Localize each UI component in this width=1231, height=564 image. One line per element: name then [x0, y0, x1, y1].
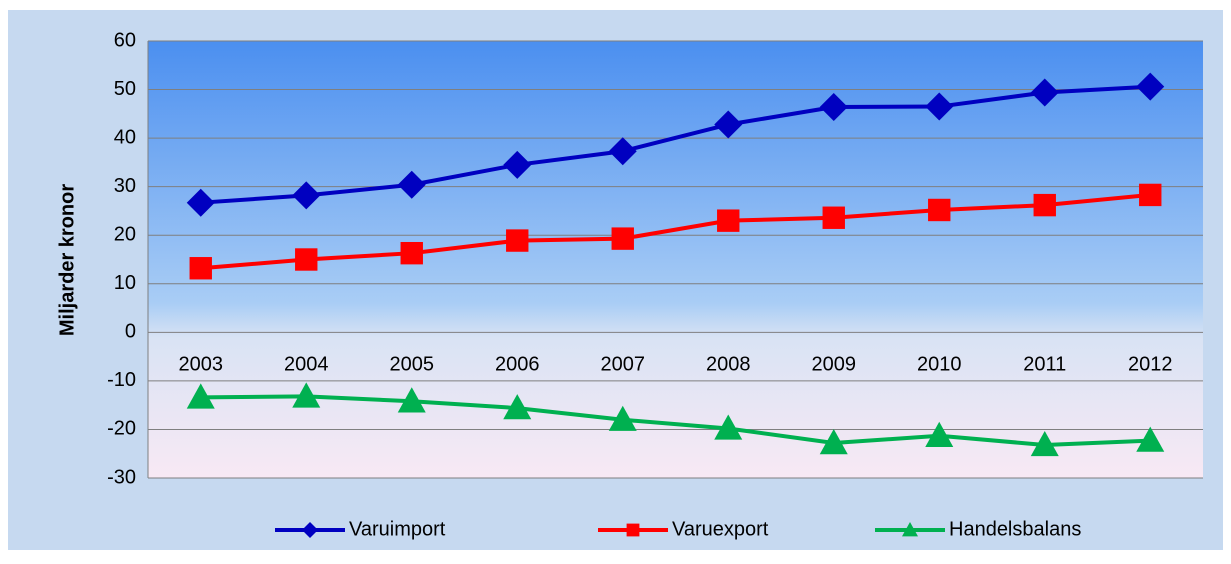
series-line: [200, 192, 1151, 271]
marker: [714, 110, 743, 139]
marker: [1033, 193, 1056, 217]
x-tick-label: 2003: [179, 354, 224, 376]
marker: [295, 248, 318, 271]
x-tick-label: 2007: [601, 354, 646, 376]
marker: [608, 405, 637, 431]
y-axis-label: Miljarder kronor: [56, 184, 78, 336]
marker: [925, 92, 954, 121]
y-tick-label: -30: [107, 466, 136, 488]
y-tick-label: -20: [107, 418, 136, 440]
marker: [925, 421, 954, 447]
x-tick-label: 2010: [917, 354, 962, 376]
marker: [503, 150, 532, 179]
marker: [186, 383, 215, 409]
legend-label: Varuexport: [672, 518, 769, 540]
legend-marker: [626, 523, 640, 537]
marker: [506, 229, 529, 252]
marker: [819, 93, 848, 122]
legend-marker: [302, 522, 318, 538]
marker: [186, 188, 215, 217]
x-tick-label: 2006: [495, 354, 540, 376]
y-tick-label: 50: [114, 78, 136, 100]
x-tick-label: 2008: [706, 354, 751, 376]
x-tick-label: 2004: [284, 354, 329, 376]
x-tick-label: 2009: [812, 354, 857, 376]
x-tick-label: 2012: [1128, 354, 1173, 376]
y-tick-label: -10: [107, 369, 136, 391]
legend-label: Handelsbalans: [949, 518, 1081, 540]
marker: [819, 429, 848, 455]
marker: [717, 209, 740, 232]
legend-marker: [902, 522, 918, 537]
y-tick-label: 10: [114, 272, 136, 294]
y-tick-label: 30: [114, 175, 136, 197]
marker: [397, 387, 426, 413]
series-line: [200, 394, 1151, 447]
marker: [1030, 430, 1059, 457]
marker: [189, 257, 212, 280]
marker: [292, 181, 321, 210]
marker: [1139, 183, 1162, 207]
marker: [1136, 72, 1165, 101]
y-tick-label: 40: [114, 126, 136, 148]
legend-label: Varuimport: [349, 518, 446, 540]
y-tick-label: 60: [114, 29, 136, 51]
marker: [292, 382, 321, 408]
marker: [608, 137, 637, 166]
x-tick-label: 2005: [390, 354, 435, 376]
series-line: [200, 84, 1151, 205]
marker: [822, 206, 845, 229]
marker: [1136, 426, 1165, 452]
y-tick-label: 20: [114, 224, 136, 246]
marker: [503, 394, 532, 420]
marker: [928, 198, 951, 222]
marker: [397, 170, 426, 199]
y-tick-label: 0: [125, 321, 136, 343]
marker: [400, 241, 423, 265]
x-tick-label: 2011: [1023, 354, 1066, 376]
marker: [1030, 78, 1059, 107]
marker: [611, 227, 634, 250]
marker: [714, 414, 743, 440]
